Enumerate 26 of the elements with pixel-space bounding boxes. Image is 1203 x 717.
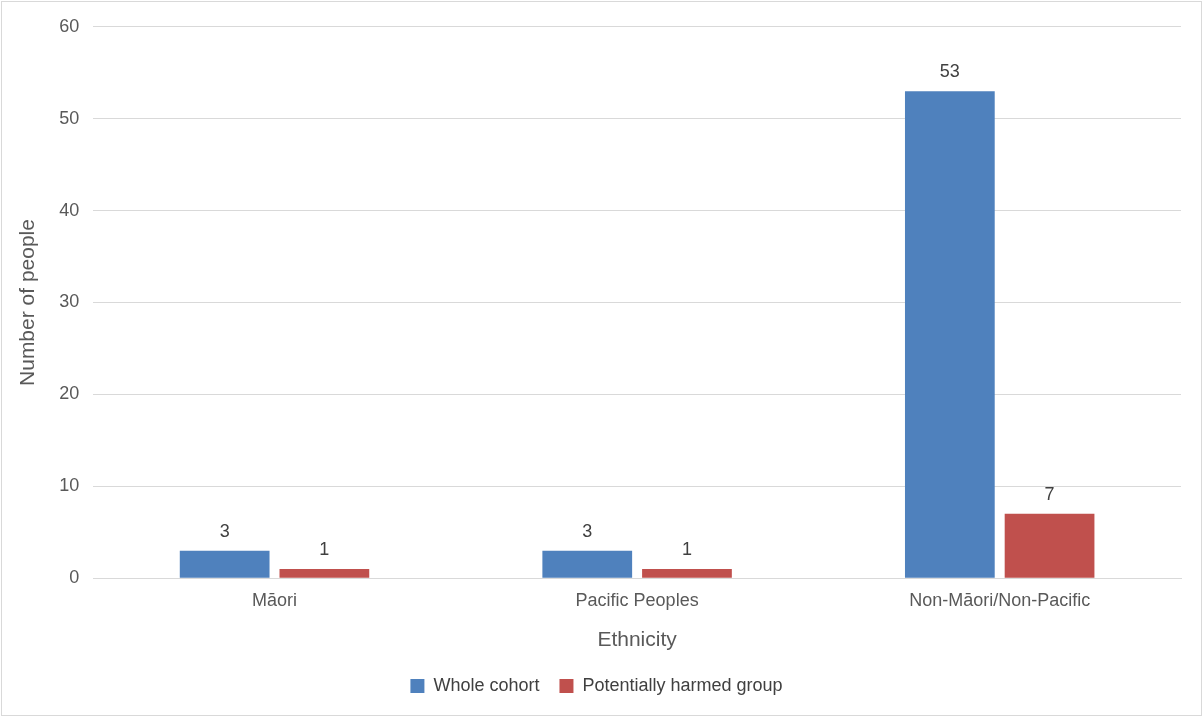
bar xyxy=(279,569,370,578)
x-axis-title: Ethnicity xyxy=(597,627,678,651)
data-label: 3 xyxy=(219,520,230,541)
y-tick-label: 20 xyxy=(59,383,80,404)
data-label: 53 xyxy=(939,61,960,82)
legend-label: Whole cohort xyxy=(433,674,540,695)
data-label: 3 xyxy=(582,520,593,541)
data-label: 7 xyxy=(1044,483,1055,504)
data-label: 1 xyxy=(681,538,692,559)
legend-label: Potentially harmed group xyxy=(582,674,783,695)
y-tick-label: 30 xyxy=(59,291,80,312)
bar xyxy=(1004,513,1095,578)
bar xyxy=(542,550,633,578)
y-tick-label: 40 xyxy=(59,199,80,220)
y-tick-label: 50 xyxy=(59,107,80,128)
y-tick-label: 0 xyxy=(69,567,80,588)
bar xyxy=(179,550,270,578)
data-label: 1 xyxy=(319,538,330,559)
y-tick-label: 60 xyxy=(59,15,80,36)
x-tick-label: Māori xyxy=(252,589,298,610)
x-tick-label: Non-Māori/Non-Pacific xyxy=(909,589,1091,610)
x-tick-label: Pacific Peoples xyxy=(575,589,699,610)
y-axis-title: Number of people xyxy=(15,219,39,386)
bar xyxy=(642,569,732,578)
y-tick-label: 10 xyxy=(59,475,80,496)
bar xyxy=(904,91,995,578)
